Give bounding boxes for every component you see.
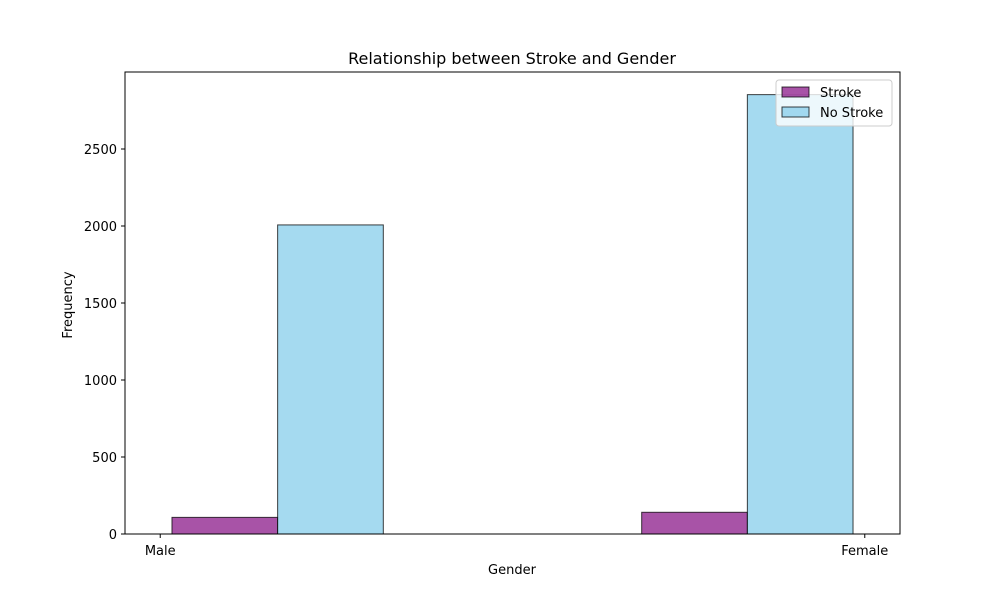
y-tick-label: 1000 (84, 374, 117, 389)
legend: Stroke No Stroke (775, 79, 893, 127)
x-tick-label-female: Female (841, 544, 888, 559)
legend-swatch-no-stroke (781, 106, 810, 118)
chart-title: Relationship between Stroke and Gender (348, 49, 676, 68)
bar-no-stroke-bin-3 (746, 94, 854, 535)
y-tick-label: 0 (109, 528, 117, 543)
y-tick-label: 1500 (84, 297, 117, 312)
axes: 0 500 1000 1500 2000 2500 Male Female (84, 71, 901, 559)
legend-label-stroke: Stroke (820, 86, 861, 101)
y-tick-label: 500 (92, 451, 117, 466)
bar-stroke-bin-1 (171, 516, 279, 535)
y-axis-label: Frequency (61, 271, 76, 338)
y-tick-label: 2000 (84, 220, 117, 235)
bar-no-stroke-bin-1 (277, 224, 384, 535)
x-axis-label: Gender (488, 563, 537, 578)
x-tick-label-male: Male (145, 544, 176, 559)
bar-stroke-bin-3 (641, 511, 748, 535)
bars (171, 94, 854, 535)
y-tick-label: 2500 (84, 143, 117, 158)
legend-swatch-stroke (781, 86, 810, 98)
legend-label-no-stroke: No Stroke (820, 106, 883, 121)
